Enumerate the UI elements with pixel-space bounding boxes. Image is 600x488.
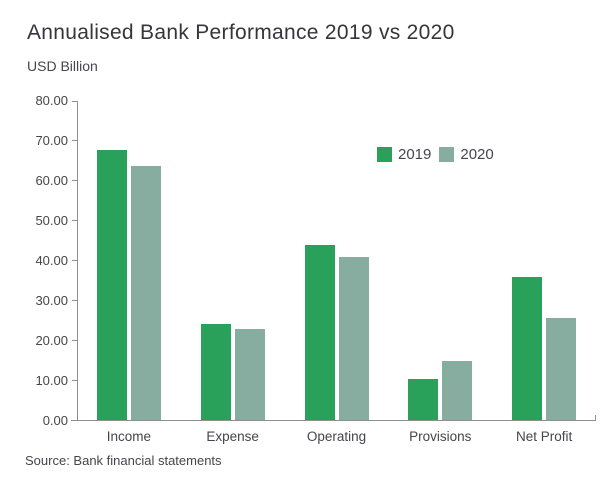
y-axis-tick-label: 80.00	[35, 93, 68, 108]
y-axis-tick	[72, 300, 77, 302]
y-axis-line	[77, 101, 78, 421]
x-axis-line	[71, 420, 596, 421]
bar-2019-provisions	[408, 378, 439, 420]
plot-area	[71, 100, 596, 421]
legend-swatch-2020	[439, 147, 455, 162]
y-axis-tick-label: 20.00	[35, 332, 68, 348]
y-axis-tick-label: 40.00	[35, 252, 68, 268]
y-axis-tick	[72, 100, 77, 102]
x-axis-category-label: Income	[106, 429, 152, 444]
y-axis-tick	[72, 220, 77, 222]
legend-item-2020: 2020	[439, 146, 494, 163]
legend-label-2019: 2019	[398, 146, 432, 163]
bar-2019-net-profit	[512, 277, 543, 420]
y-axis-tick-label: 50.00	[35, 212, 68, 228]
y-axis-tick	[72, 340, 77, 342]
legend-item-2019: 2019	[377, 146, 431, 163]
x-axis-category-label: Provisions	[409, 429, 472, 444]
bar-2020-operating	[338, 256, 369, 420]
bar-2020-income	[130, 165, 161, 420]
x-axis-category-label: Expense	[206, 429, 259, 444]
bar-2019-operating	[304, 244, 335, 420]
x-axis-endcap	[595, 415, 596, 421]
chart-legend: 2019 2020	[377, 146, 494, 163]
chart-subtitle: USD Billion	[27, 58, 98, 74]
bar-2020-expense	[234, 328, 265, 420]
y-axis-tick	[72, 420, 77, 421]
chart-title: Annualised Bank Performance 2019 vs 2020	[27, 21, 455, 44]
legend-label-2020: 2020	[460, 146, 494, 163]
source-note: Source: Bank financial statements	[25, 453, 222, 468]
legend-swatch-2019	[377, 147, 392, 162]
y-axis-tick	[72, 180, 77, 182]
bar-2020-provisions	[442, 360, 473, 420]
x-axis-category-label: Net Profit	[515, 429, 573, 444]
y-axis-tick	[72, 380, 77, 382]
bar-2019-expense	[200, 324, 231, 420]
y-axis-tick-label: 60.00	[35, 172, 68, 188]
bar-2020-net-profit	[546, 317, 577, 420]
y-axis-tick-label: 70.00	[35, 132, 68, 148]
bar-2019-income	[96, 150, 127, 420]
y-axis-tick-label: 10.00	[35, 372, 68, 388]
x-axis-category-label: Operating	[306, 429, 367, 444]
y-axis-tick-label: 0.00	[42, 412, 68, 428]
y-axis-tick	[72, 260, 77, 262]
y-axis-tick-label: 30.00	[35, 292, 68, 308]
y-axis-tick	[72, 140, 77, 142]
